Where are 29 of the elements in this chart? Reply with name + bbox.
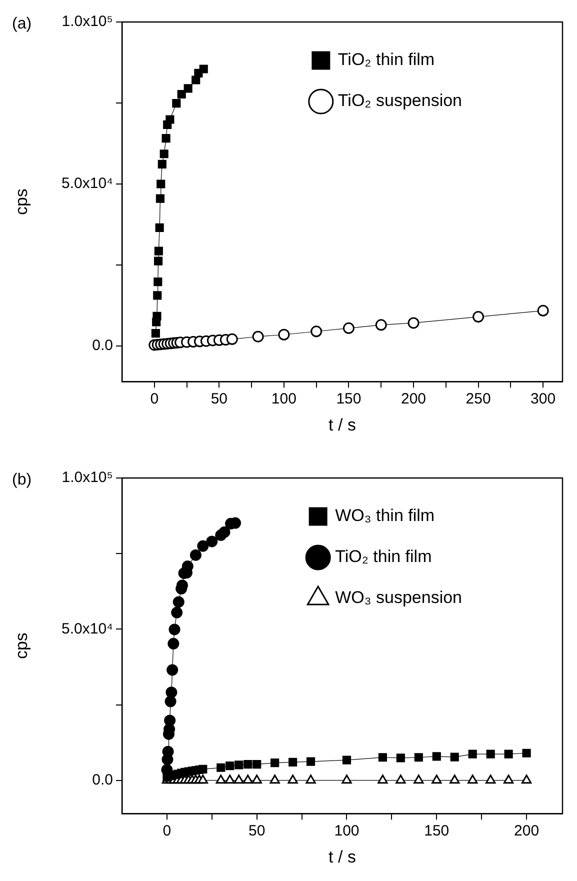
- x-tick-label: 200: [400, 390, 426, 408]
- x-tick-label: 200: [514, 822, 540, 840]
- x-tick-label: 0: [162, 822, 172, 840]
- x-tick-label: 150: [336, 390, 362, 408]
- x-tick-label: 150: [424, 822, 450, 840]
- legend-label: TiO₂ thin film: [335, 547, 432, 566]
- legend-label: TiO₂ thin film: [338, 50, 435, 70]
- x-tick-label: 50: [210, 390, 228, 408]
- y-tick-label: 0.0: [92, 337, 113, 354]
- x-axis-title: t / s: [328, 415, 356, 434]
- x-tick-label: 50: [248, 822, 266, 840]
- y-tick-label: 0.0: [92, 771, 113, 788]
- y-axis-title: cps: [12, 188, 31, 216]
- y-axis-title: cps: [12, 632, 31, 660]
- x-axis-title: t / s: [328, 847, 356, 866]
- y-tick-label: 1.0x10⁵: [62, 469, 113, 486]
- legend-label: WO₃ suspension: [335, 588, 462, 608]
- legend-label: WO₃ thin film: [335, 506, 435, 526]
- y-tick-label: 5.0x10⁴: [62, 175, 113, 192]
- y-tick-label: 5.0x10⁴: [62, 620, 113, 638]
- legend-label: TiO₂ suspension: [338, 91, 462, 110]
- text: (a): [12, 15, 32, 32]
- x-tick-label: 0: [150, 390, 159, 408]
- x-tick-label: 100: [334, 822, 360, 840]
- x-tick-label: 300: [530, 390, 556, 408]
- y-tick-label: 1.0x10⁵: [62, 13, 113, 30]
- x-tick-label: 250: [466, 390, 491, 408]
- text: (b): [12, 471, 32, 488]
- x-tick-label: 100: [271, 390, 296, 408]
